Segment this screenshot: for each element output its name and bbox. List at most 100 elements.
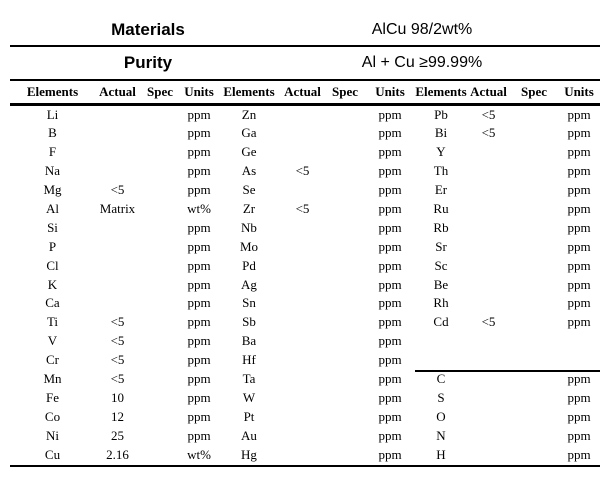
cell-g3-r14-units — [558, 351, 600, 370]
cell-g1-r6-spec — [140, 200, 180, 219]
cell-g3-r16-element: S — [437, 389, 445, 405]
cell-g1-r19-actual: 2.16 — [106, 446, 129, 462]
cell-g1-r9-actual — [95, 257, 140, 276]
cell-g1-r3-element: F — [48, 144, 57, 160]
cell-g3-r11-actual — [467, 294, 510, 313]
cell-g3-r13-units — [558, 332, 600, 351]
cell-g2-r1-spec — [325, 106, 365, 125]
cell-g1-r15-spec — [140, 370, 180, 389]
cell-g2-r18-spec — [325, 427, 365, 446]
cell-g3-r1-element: Pb — [434, 106, 448, 122]
cell-g1-r2-spec — [140, 124, 180, 143]
column-header-spec-g3: Spec — [521, 84, 547, 99]
cell-g2-r10-units: ppm — [378, 276, 402, 292]
cell-g3-r12-spec — [510, 313, 558, 332]
cell-g1-r1-actual — [95, 106, 140, 125]
cell-g1-r16-units: ppm — [187, 389, 211, 405]
rule-group3-gas-section — [415, 370, 600, 373]
cell-g1-r11-spec — [140, 294, 180, 313]
cell-g3-r4-spec — [510, 162, 558, 181]
cell-g1-r12-spec — [140, 313, 180, 332]
cell-g1-r16-actual: 10 — [111, 389, 124, 405]
cell-g2-r13-spec — [325, 332, 365, 351]
cell-g2-r14-actual — [280, 351, 325, 370]
cell-g3-r8-actual — [467, 238, 510, 257]
cell-g3-r16-actual — [467, 389, 510, 408]
cell-g1-r8-spec — [140, 238, 180, 257]
cell-g3-r18-units: ppm — [567, 427, 591, 443]
cell-g3-r18-spec — [510, 427, 558, 446]
cell-g1-r8-units: ppm — [187, 238, 211, 254]
cell-g2-r4-actual: <5 — [295, 163, 310, 179]
cell-g2-r16-spec — [325, 389, 365, 408]
cell-g2-r11-spec — [325, 294, 365, 313]
cell-g3-r15-element: C — [436, 370, 446, 386]
cell-g2-r16-actual — [280, 389, 325, 408]
cell-g3-r6-spec — [510, 200, 558, 219]
cell-g2-r1-actual — [280, 106, 325, 125]
cell-g2-r10-element: Ag — [241, 276, 257, 292]
cell-g2-r17-spec — [325, 408, 365, 427]
cell-g2-r7-units: ppm — [378, 219, 402, 235]
cell-g2-r7-spec — [325, 219, 365, 238]
cell-g2-r11-units: ppm — [378, 295, 402, 311]
cell-g3-r17-units: ppm — [567, 408, 591, 424]
cell-g3-r15-actual — [467, 370, 510, 389]
purity-value: Al + Cu ≥99.99% — [361, 54, 483, 71]
cell-g1-r6-units: wt% — [187, 200, 211, 216]
cell-g2-r6-element: Zr — [242, 200, 256, 216]
column-header-elements-g3: Elements — [415, 84, 467, 99]
column-header-spec-g1: Spec — [147, 84, 173, 99]
cell-g1-r5-actual: <5 — [110, 182, 125, 198]
cell-g1-r16-element: Fe — [46, 389, 59, 405]
cell-g2-r1-element: Zn — [241, 106, 257, 122]
cell-g1-r18-units: ppm — [187, 427, 211, 443]
cell-g2-r19-element: Hg — [241, 446, 257, 462]
cell-g1-r5-element: Mg — [43, 182, 62, 198]
cell-g2-r9-actual — [280, 257, 325, 276]
cell-g2-r15-units: ppm — [378, 370, 402, 386]
cell-g3-r15-units: ppm — [567, 370, 591, 386]
cell-g2-r15-element: Ta — [242, 370, 256, 386]
cell-g3-r7-spec — [510, 219, 558, 238]
cell-g3-r3-actual — [467, 143, 510, 162]
cell-g2-r12-element: Sb — [242, 314, 256, 330]
cell-g1-r10-spec — [140, 276, 180, 295]
cell-g2-r13-element: Ba — [241, 333, 257, 349]
cell-g1-r3-spec — [140, 143, 180, 162]
cell-g3-r9-spec — [510, 257, 558, 276]
cell-g1-r2-actual — [95, 124, 140, 143]
cell-g2-r13-actual — [280, 332, 325, 351]
cell-g1-r7-element: Si — [47, 219, 58, 235]
cell-g3-r6-element: Ru — [433, 200, 449, 216]
cell-g2-r5-spec — [325, 181, 365, 200]
cell-g1-r14-actual: <5 — [110, 352, 125, 368]
cell-g2-r12-units: ppm — [378, 314, 402, 330]
cell-g3-r10-actual — [467, 276, 510, 295]
cell-g2-r15-spec — [325, 370, 365, 389]
cell-g3-r13-element — [415, 332, 467, 351]
cell-g2-r11-actual — [280, 294, 325, 313]
cell-g2-r4-spec — [325, 162, 365, 181]
cell-g1-r11-element: Ca — [45, 295, 60, 311]
cell-g2-r12-actual — [280, 313, 325, 332]
cell-g2-r5-units: ppm — [378, 182, 402, 198]
cell-g2-r12-spec — [325, 313, 365, 332]
cell-g3-r18-actual — [467, 427, 510, 446]
cell-g3-r7-actual — [467, 219, 510, 238]
cell-g2-r5-actual — [280, 181, 325, 200]
cell-g1-r7-actual — [95, 219, 140, 238]
purity-label: Purity — [123, 53, 173, 72]
cell-g2-r13-units: ppm — [378, 333, 402, 349]
rule-below-headers — [10, 103, 600, 106]
cell-g3-r12-element: Cd — [433, 314, 449, 330]
cell-g1-r12-units: ppm — [187, 314, 211, 330]
cell-g3-r5-spec — [510, 181, 558, 200]
cell-g1-r14-element: Cr — [46, 352, 59, 368]
cell-g1-r11-actual — [95, 294, 140, 313]
cell-g1-r4-element: Na — [44, 163, 61, 179]
cell-g3-r6-units: ppm — [567, 200, 591, 216]
column-header-units-g1: Units — [184, 84, 214, 99]
cell-g1-r19-spec — [140, 446, 180, 465]
cell-g3-r1-spec — [510, 106, 558, 125]
